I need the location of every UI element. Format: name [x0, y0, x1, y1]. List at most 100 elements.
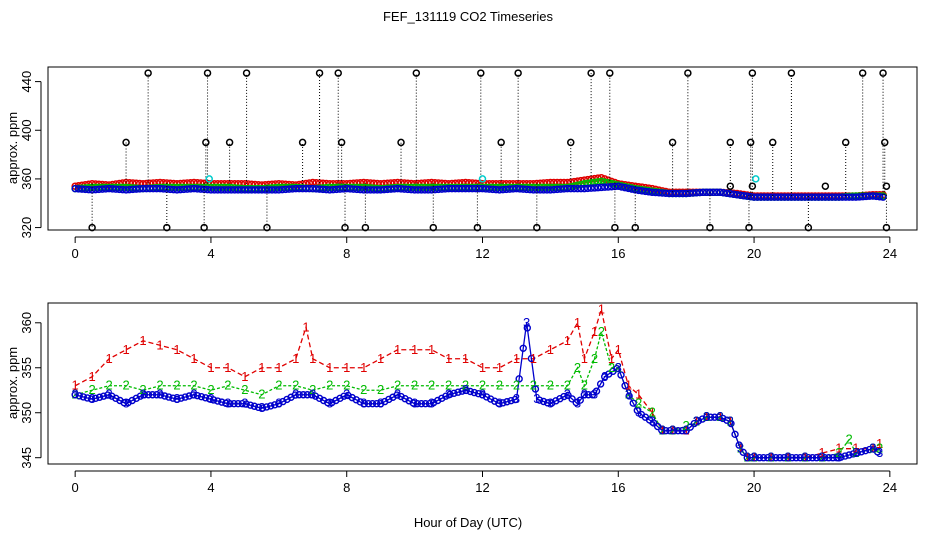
bottom-series-3-point: [731, 430, 739, 439]
top-series-3-point: [590, 184, 599, 192]
bottom-series-3-marker: 3: [105, 387, 112, 402]
bottom-series-3-point: [87, 395, 96, 403]
top-series-3-point: [322, 185, 331, 194]
top-outlier-mid-point: [397, 138, 405, 147]
top-series-3-point: [125, 185, 134, 194]
top-series-3-point: [777, 193, 785, 201]
bottom-series-3-point: [560, 392, 568, 401]
x-axis-label: Hour of Day (UTC): [414, 515, 522, 530]
bottom-series-2-marker: 2: [190, 378, 197, 393]
top-series-3-point: [763, 193, 772, 201]
bottom-series-2-marker: 2: [377, 382, 384, 397]
top-series-3-point: [258, 186, 266, 194]
bottom-series-2-marker: 2: [173, 378, 180, 393]
bottom-series-1-marker: 1: [122, 342, 129, 357]
top-series-3-point: [139, 184, 147, 193]
bottom-series-2-marker: 2: [852, 445, 859, 460]
top-x-tick-label: 20: [747, 246, 761, 261]
top-series-3-point: [628, 185, 636, 193]
top-series-3-point: [482, 185, 490, 193]
bottom-series-1-marker: 1: [377, 351, 384, 366]
top-series-3-point: [875, 193, 884, 201]
top-series-3-point: [818, 193, 826, 201]
top-series-3-point: [675, 189, 684, 198]
top-series-3-point: [142, 184, 151, 193]
bottom-series-2-marker: 2: [513, 378, 520, 393]
bottom-series-2-marker: 2: [835, 445, 842, 460]
bottom-series-3-point: [829, 454, 837, 462]
bottom-series-3-point: [592, 387, 601, 395]
bottom-series-2-marker: 2: [659, 423, 666, 438]
bottom-series-3-marker: 3: [669, 423, 676, 438]
top-series-3-point: [390, 185, 398, 193]
bottom-series-3-point: [820, 454, 829, 462]
top-series-1-point: [125, 179, 134, 187]
bottom-series-3-marker: 3: [693, 414, 700, 429]
bottom-series-3-point: [849, 450, 857, 458]
top-series-3-point: [801, 193, 809, 201]
top-series-3-point: [516, 185, 524, 193]
bottom-series-3-point: [759, 454, 768, 462]
bottom-series-1-marker: 1: [309, 351, 316, 366]
top-series-3-point: [336, 185, 344, 193]
bottom-series-3-point: [511, 395, 519, 404]
top-series-3-point: [662, 189, 670, 198]
top-series-3-point: [539, 186, 548, 194]
top-series-3-point: [719, 189, 728, 197]
bottom-series-2-marker: 2: [649, 405, 656, 420]
top-series-3-point: [108, 185, 117, 193]
bottom-series-2-marker: 2: [625, 387, 632, 402]
bottom-series-3-point: [230, 400, 238, 408]
bottom-series-1-marker: 1: [767, 450, 774, 465]
top-series-3-point: [774, 193, 782, 201]
bottom-series-3-marker: 3: [533, 391, 540, 406]
top-series-3-point: [292, 184, 300, 193]
top-series-3-point: [434, 185, 443, 194]
bottom-series-3-marker: 3: [581, 387, 588, 402]
bottom-series-2-marker: 2: [703, 409, 710, 424]
bottom-series-2-marker: 2: [224, 378, 231, 393]
bottom-series-1-marker: 1: [411, 342, 418, 357]
bottom-series-3-marker: 3: [377, 396, 384, 411]
bottom-series-2-marker: 2: [496, 378, 503, 393]
top-series-3-point: [699, 188, 707, 197]
top-series-3-point: [217, 186, 225, 194]
top-series-3-point: [84, 185, 93, 194]
top-series-3-point: [729, 190, 738, 198]
top-outlier-near-point: [726, 182, 735, 190]
bottom-series-3-point: [845, 451, 853, 459]
bottom-series-3-point: [152, 391, 161, 399]
bottom-series-3-point: [576, 396, 584, 404]
top-series-3-point: [852, 193, 860, 201]
bottom-series-2-marker: 2: [598, 324, 605, 339]
top-series-3-point: [380, 185, 388, 194]
bottom-series-3-marker: 3: [750, 450, 757, 465]
top-series-3-point: [607, 182, 616, 191]
top-series-3-point: [468, 184, 477, 193]
bottom-series-3-point: [804, 454, 813, 462]
top-series-3-point: [454, 184, 463, 193]
top-series-3-point: [855, 193, 864, 201]
bottom-series-3-point: [185, 392, 193, 400]
top-series-3-point: [526, 185, 534, 194]
top-outlier-high-point: [748, 69, 757, 77]
top-series-3-point: [247, 186, 256, 194]
chart-title: FEF_131119 CO2 Timeseries: [383, 9, 554, 24]
bottom-series-1-marker: 1: [869, 441, 876, 456]
bottom-series-2-marker: 2: [869, 441, 876, 456]
bottom-series-1-marker: 1: [275, 360, 282, 375]
bottom-series-3-marker: 3: [869, 441, 876, 456]
top-series-3-point: [91, 185, 100, 194]
bottom-series-1-marker: 1: [207, 360, 214, 375]
bottom-series-3-point: [226, 400, 234, 408]
top-series-3-point: [505, 185, 514, 193]
top-outlier-high-point: [858, 69, 867, 77]
bottom-series-3-point: [79, 393, 88, 401]
bottom-series-1-marker: 1: [818, 445, 825, 460]
top-series-3-point: [370, 186, 378, 194]
top-series-1-point: [543, 179, 551, 187]
top-series-3-point: [180, 185, 188, 194]
top-series-3-point: [315, 185, 324, 193]
bottom-series-3-point: [621, 382, 629, 390]
top-series-3-point: [285, 185, 293, 193]
